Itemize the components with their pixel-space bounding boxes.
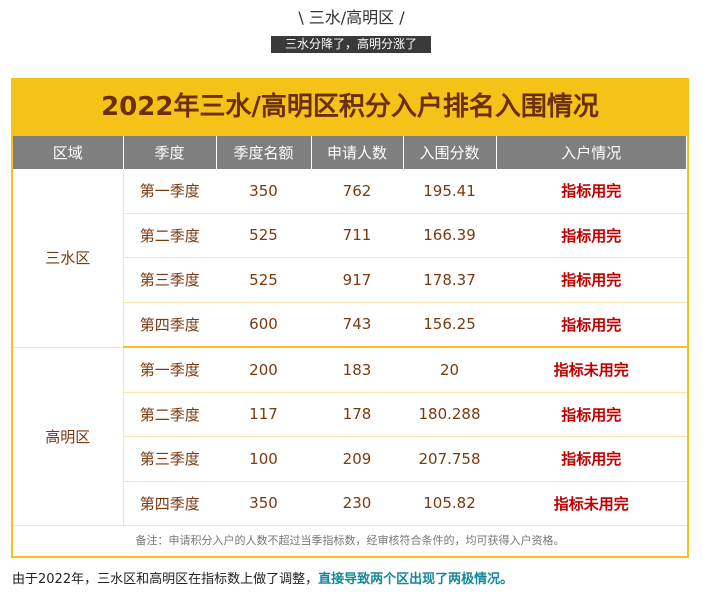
cell: 156.25 (403, 302, 496, 348)
row: 第二季度 525 711 166.39 指标用完 (13, 213, 687, 258)
cell: 第二季度 (123, 392, 216, 437)
cell: 350 (216, 169, 311, 214)
note: 备注：申请积分入户的人数不超过当季指标数，经审核符合条件的，均可获得入户资格。 (135, 534, 565, 547)
table-title: 2022年三水/高明区积分入户排名入围情况 (13, 78, 687, 136)
row: 第三季度 100 209 207.758 指标用完 (13, 436, 687, 482)
column-header: 申请人数 (311, 136, 404, 169)
cell: 762 (311, 169, 403, 214)
column-header: 入围分数 (403, 136, 497, 169)
cell: 117 (216, 392, 311, 437)
cell: 711 (311, 213, 403, 258)
cell: 178.37 (403, 257, 496, 303)
text: 由于2022年，三水区和高明区在指标数上做了调整， (12, 572, 319, 587)
cell: 743 (311, 302, 403, 348)
tag: 三水分降了，高明分涨了 (271, 36, 431, 53)
row: 三水区 第一季度 350 762 195.41 指标用完 (13, 169, 687, 348)
region-cell: 三水区 (13, 169, 124, 348)
cell: 指标用完 (496, 436, 687, 482)
cell: 105.82 (403, 481, 496, 526)
cell: 183 (311, 347, 403, 393)
cell: 230 (311, 481, 403, 526)
cell: 207.758 (403, 436, 496, 482)
column-header: 入户情况 (496, 136, 687, 169)
row: 第二季度 117 178 180.288 指标用完 (13, 392, 687, 437)
cell: 525 (216, 257, 311, 303)
table-card: 2022年三水/高明区积分入户排名入围情况 区域 季度 季度名额 申请人数 入围分数 入户… (11, 78, 689, 558)
cell: 指标用完 (496, 302, 687, 348)
row: 高明区 第一季度 200 183 20 指标未用完 (13, 347, 687, 526)
region-cell: 高明区 (13, 347, 124, 526)
cell: 第一季度 (123, 169, 216, 214)
column-header: 区域 (13, 136, 124, 169)
cell: 指标未用完 (496, 481, 687, 526)
row: 第三季度 525 917 178.37 指标用完 (13, 257, 687, 303)
cell: 100 (216, 436, 311, 482)
cell: 第一季度 (123, 347, 216, 393)
cell: 第三季度 (123, 436, 216, 482)
row: 第四季度 350 230 105.82 指标未用完 (13, 481, 687, 526)
cell: 180.288 (403, 392, 496, 437)
cell: 200 (216, 347, 311, 393)
row: 第四季度 600 743 156.25 指标用完 (13, 302, 687, 348)
cell: 指标未用完 (496, 347, 687, 393)
cell: 20 (403, 347, 496, 393)
cell: 600 (216, 302, 311, 348)
cell: 525 (216, 213, 311, 258)
cell: 指标用完 (496, 392, 687, 437)
cell: 指标用完 (496, 169, 687, 214)
cell: 第四季度 (123, 481, 216, 526)
cell: 209 (311, 436, 403, 482)
cell: 166.39 (403, 213, 496, 258)
column-header: 季度 (123, 136, 217, 169)
table: 区域 季度 季度名额 申请人数 入围分数 入户情况 三水区 第一季度 350 762 195.41… (13, 136, 687, 526)
cell: 178 (311, 392, 403, 437)
footer-text: 由于2022年，三水区和高明区在指标数上做了调整，直接导致两个区出现了两极情况。 (12, 568, 513, 587)
cell: 917 (311, 257, 403, 303)
column-header: 季度名额 (216, 136, 312, 169)
cell: 195.41 (403, 169, 496, 214)
cell: 指标用完 (496, 213, 687, 258)
header-row: 区域 季度 季度名额 申请人数 入围分数 入户情况 (13, 136, 687, 169)
cell: 350 (216, 481, 311, 526)
highlight: 直接导致两个区出现了两极情况。 (318, 572, 514, 587)
section-title: \ 三水/高明区 / (298, 8, 405, 27)
cell: 第四季度 (123, 302, 216, 348)
cell: 第三季度 (123, 257, 216, 303)
cell: 第二季度 (123, 213, 216, 258)
cell: 指标用完 (496, 257, 687, 303)
